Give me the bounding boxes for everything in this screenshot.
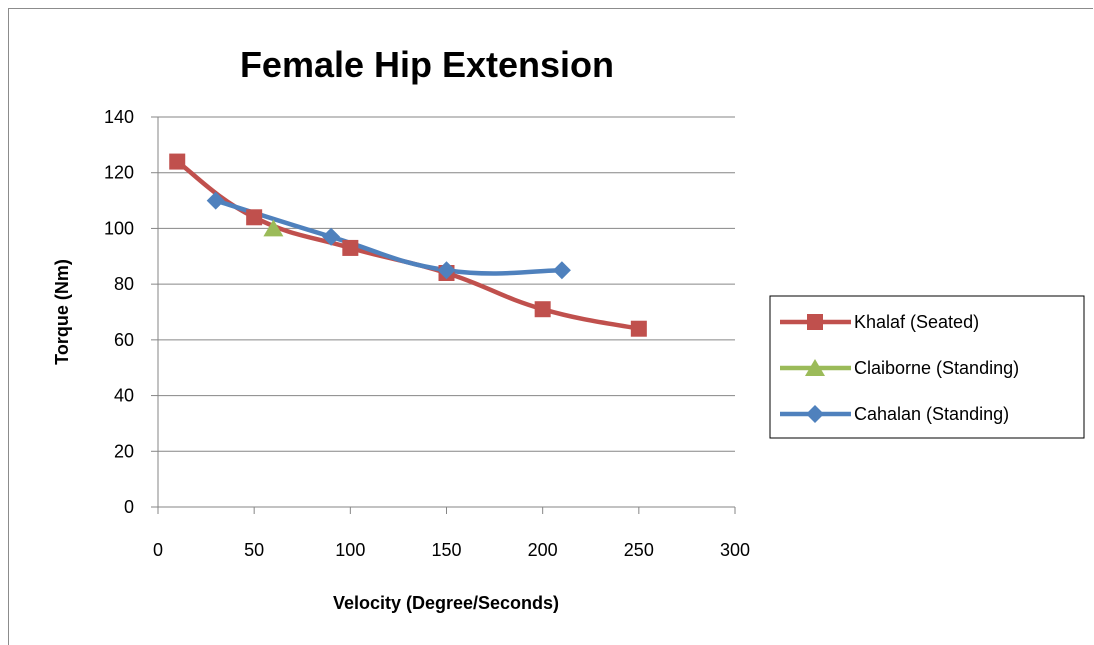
y-tick-label: 40 [114, 386, 134, 406]
y-tick-label: 20 [114, 441, 134, 461]
x-axis-title: Velocity (Degree/Seconds) [333, 593, 559, 613]
data-point-s1-0 [263, 219, 284, 237]
x-tick-label: 200 [528, 540, 558, 560]
data-point-s0-0 [169, 153, 186, 170]
y-axis-title: Torque (Nm) [52, 259, 72, 365]
x-tick-label: 0 [153, 540, 163, 560]
series-line-2 [213, 198, 565, 276]
legend: Khalaf (Seated) Claiborne (Standing) Cahal… [769, 295, 1085, 439]
x-tick-label: 250 [624, 540, 654, 560]
markers [169, 153, 647, 337]
x-tick-label: 300 [720, 540, 750, 560]
tick-labels: 0 20 40 60 80 100 120 140 0 50 100 150 200 250 300 [104, 107, 750, 560]
y-tick-label: 60 [114, 330, 134, 350]
chart-title: Female Hip Extension [240, 44, 614, 85]
data-point-s0-2 [342, 239, 359, 256]
data-point-s0-4 [534, 301, 551, 318]
legend-marker-0 [807, 314, 823, 330]
data-point-s0-1 [246, 209, 263, 226]
series-line-0 [174, 159, 642, 331]
legend-label-0: Khalaf (Seated) [854, 312, 979, 332]
chart-frame [8, 8, 1093, 645]
x-tick-label: 150 [431, 540, 461, 560]
legend-marker-1 [805, 359, 825, 376]
data-point-s2-0 [206, 191, 225, 210]
data-point-s2-1 [322, 227, 341, 246]
data-point-s2-2 [437, 261, 456, 280]
axes [151, 116, 736, 514]
y-tick-label: 100 [104, 218, 134, 238]
y-tick-label: 0 [124, 497, 134, 517]
legend-label-1: Claiborne (Standing) [854, 358, 1019, 378]
legend-marker-2 [806, 405, 824, 423]
data-point-s0-5 [630, 320, 647, 337]
gridlines [158, 116, 735, 452]
series-lines [174, 159, 642, 331]
y-tick-label: 120 [104, 163, 134, 183]
x-tick-label: 100 [335, 540, 365, 560]
y-tick-label: 80 [114, 274, 134, 294]
legend-label-2: Cahalan (Standing) [854, 404, 1009, 424]
y-tick-label: 140 [104, 107, 134, 127]
x-tick-label: 50 [244, 540, 264, 560]
data-point-s2-3 [552, 261, 571, 280]
